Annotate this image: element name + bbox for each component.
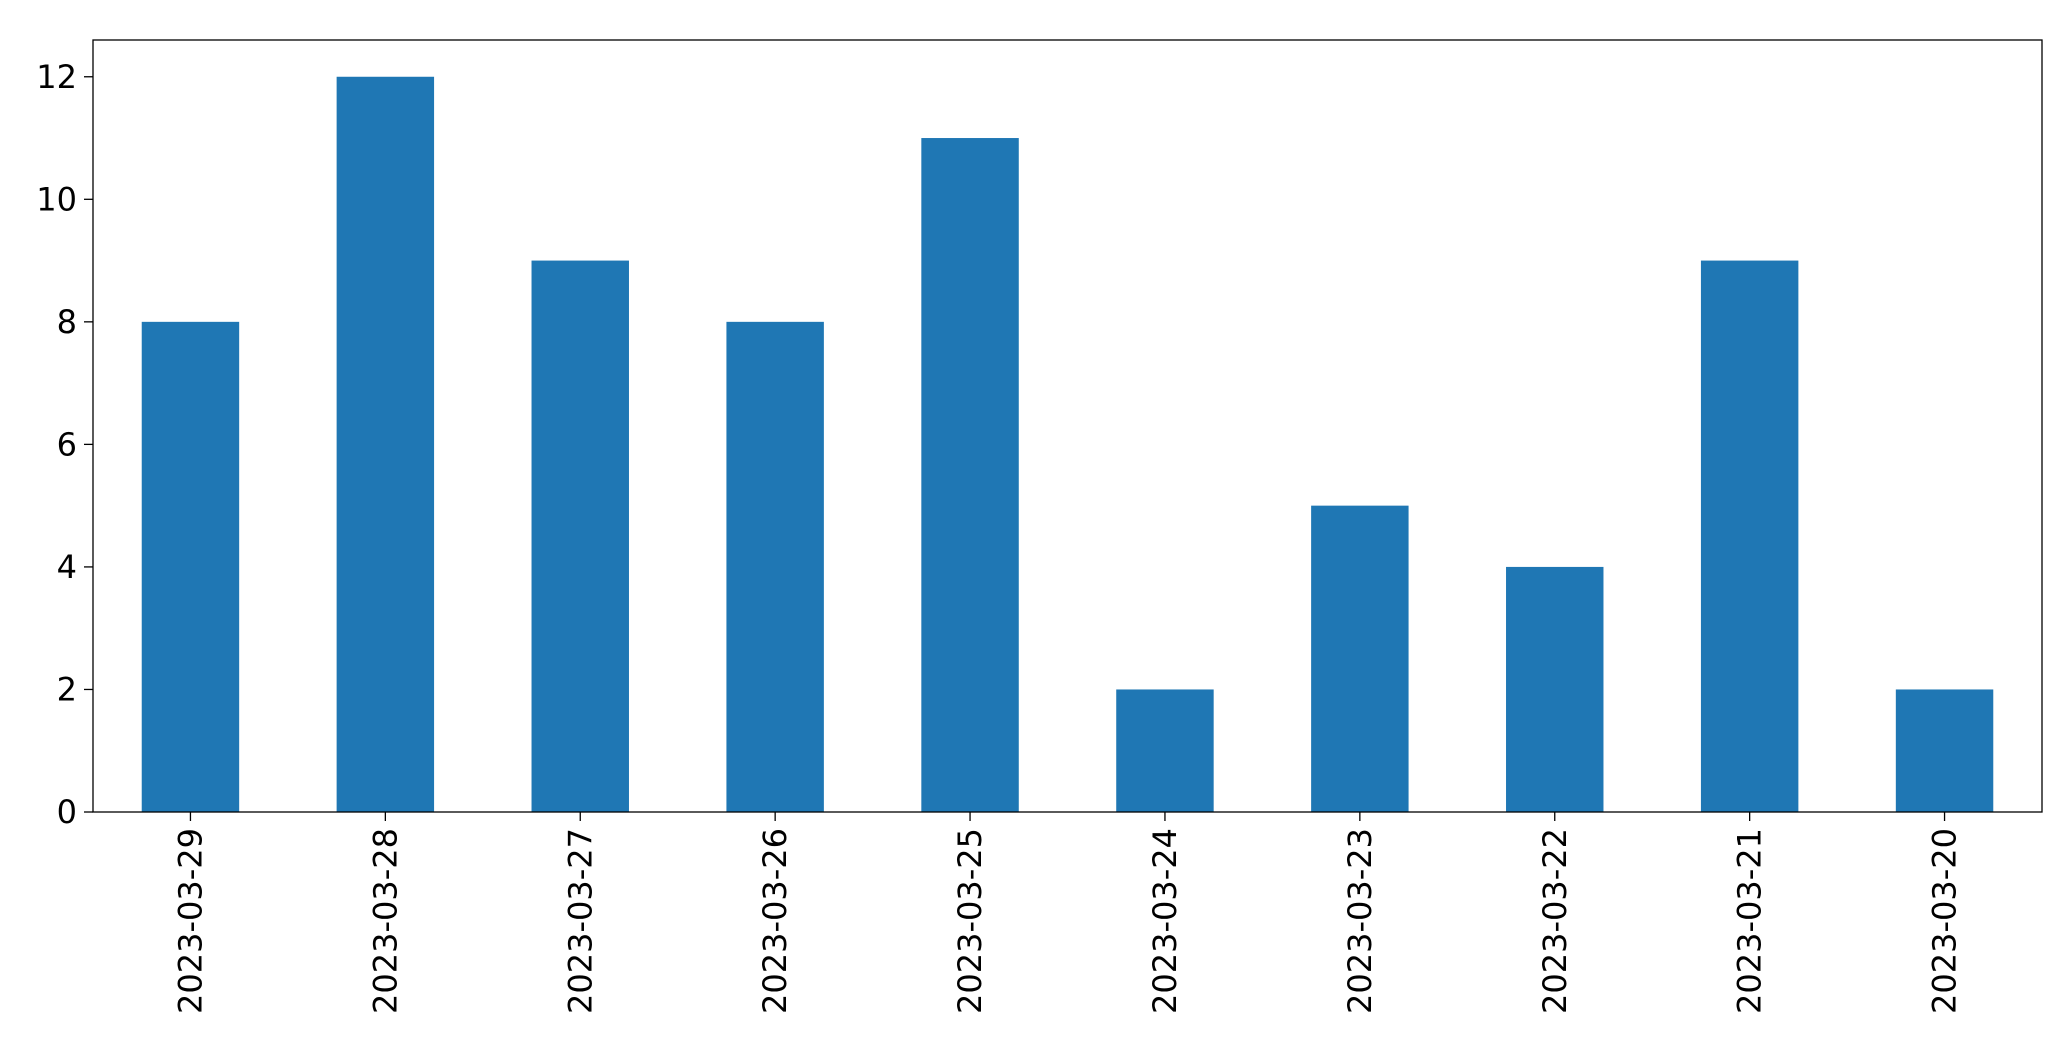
x-tick-label: 2023-03-22 bbox=[1536, 828, 1574, 1014]
bar bbox=[1506, 566, 1604, 812]
y-tick-label: 8 bbox=[57, 303, 77, 341]
bar bbox=[1895, 689, 1994, 812]
x-tick-label: 2023-03-21 bbox=[1731, 828, 1769, 1014]
bar bbox=[531, 260, 629, 813]
bar bbox=[1311, 505, 1409, 812]
y-tick-label: 6 bbox=[57, 425, 77, 463]
bar bbox=[1700, 260, 1799, 813]
x-tick-label: 2023-03-28 bbox=[366, 828, 404, 1014]
plot-frame bbox=[92, 39, 2043, 813]
y-tick-label: 12 bbox=[36, 58, 77, 96]
x-tick-label: 2023-03-29 bbox=[171, 828, 209, 1014]
bar bbox=[1116, 689, 1214, 812]
y-tick-label: 0 bbox=[57, 793, 77, 831]
bar bbox=[336, 76, 435, 812]
y-tick-label: 10 bbox=[36, 180, 77, 218]
bar bbox=[726, 321, 824, 812]
x-tick-label: 2023-03-24 bbox=[1146, 828, 1184, 1014]
bar bbox=[921, 138, 1019, 813]
y-tick-label: 2 bbox=[57, 670, 77, 708]
x-tick-label: 2023-03-26 bbox=[756, 828, 794, 1014]
y-tick-label: 4 bbox=[57, 548, 77, 586]
x-tick-label: 2023-03-25 bbox=[951, 828, 989, 1014]
x-tick-label: 2023-03-23 bbox=[1341, 828, 1379, 1014]
bar bbox=[141, 321, 240, 812]
x-tick-label: 2023-03-20 bbox=[1926, 828, 1964, 1014]
x-tick-label: 2023-03-27 bbox=[561, 828, 599, 1014]
